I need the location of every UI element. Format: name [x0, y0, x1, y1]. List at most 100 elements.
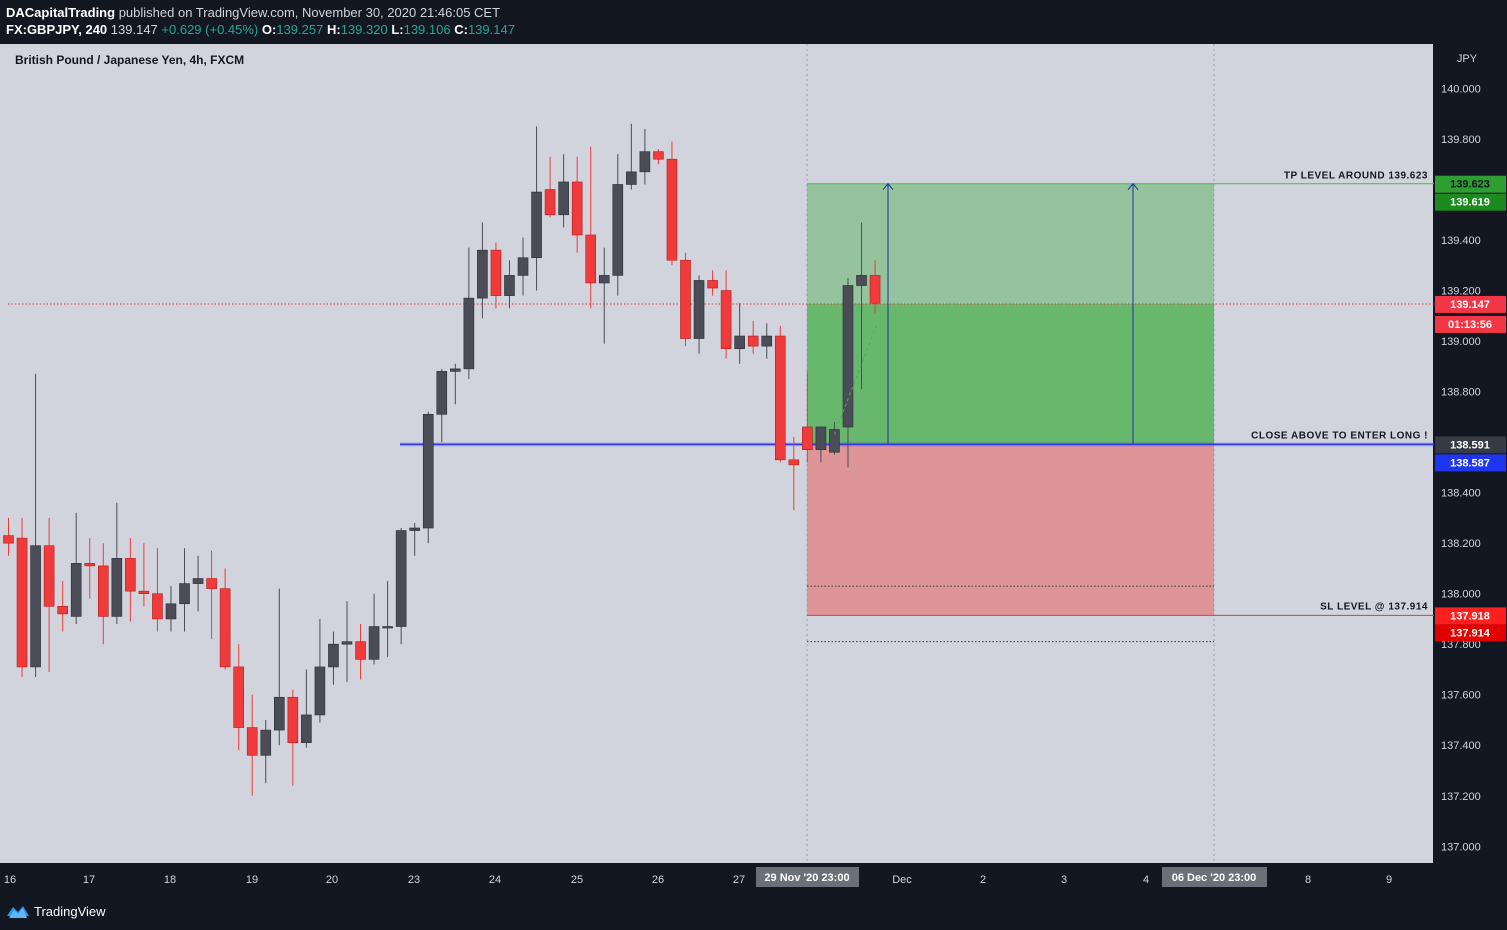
- candle: [246, 694, 258, 796]
- loss-zone: [807, 444, 1214, 616]
- x-tick-label: 17: [83, 874, 95, 886]
- entry-price-label-2: 138.587: [1450, 457, 1490, 469]
- x-tick-label: 9: [1386, 874, 1392, 886]
- tp-price-label-2: 139.619: [1450, 197, 1490, 209]
- range-start-date-bg: [756, 867, 859, 887]
- chart-title: British Pound / Japanese Yen, 4h, FXCM: [15, 53, 244, 67]
- profit-zone-upper: [807, 183, 1214, 304]
- publisher-name[interactable]: DACapitalTrading: [6, 5, 116, 20]
- candle: [490, 242, 502, 309]
- candle: [774, 325, 786, 463]
- candle-body: [70, 563, 82, 617]
- candle-body: [707, 280, 718, 289]
- candle: [571, 156, 583, 253]
- close-value: 139.147: [467, 22, 515, 37]
- candle-body: [693, 280, 705, 339]
- x-tick-label: 25: [571, 874, 583, 886]
- y-tick-label: 139.000: [1441, 336, 1481, 348]
- candle: [802, 371, 813, 463]
- candle-body: [165, 603, 177, 620]
- candle-body: [328, 643, 339, 668]
- candle: [97, 543, 109, 645]
- candle-body: [355, 641, 366, 660]
- candle: [3, 517, 14, 556]
- candle: [504, 260, 515, 309]
- candle-body: [30, 545, 41, 668]
- candle-body: [517, 257, 529, 276]
- y-tick-label: 137.600: [1441, 690, 1481, 702]
- x-tick-label: 4: [1143, 874, 1149, 886]
- candle-body: [382, 626, 393, 629]
- candle-body: [666, 158, 678, 261]
- y-tick-label: 137.000: [1441, 841, 1481, 853]
- candle-body: [720, 290, 732, 349]
- low-value: 139.106: [403, 22, 451, 37]
- candle: [680, 252, 691, 347]
- entry-price-label: 138.591: [1450, 439, 1490, 451]
- tp-arrow-2-head: [1127, 182, 1139, 191]
- candle: [382, 581, 393, 657]
- currency-label: JPY: [1457, 53, 1478, 65]
- x-tick-label: 18: [164, 874, 176, 886]
- tp-annotation: TP LEVEL AROUND 139.623: [1284, 171, 1428, 182]
- y-tick-label: 139.800: [1441, 134, 1481, 146]
- candle: [409, 522, 421, 556]
- tradingview-brand[interactable]: TradingView: [34, 904, 106, 919]
- candle: [558, 154, 569, 228]
- candle-body: [409, 527, 421, 531]
- range-end-date: 06 Dec '20 23:00: [1172, 872, 1257, 884]
- candle: [585, 146, 597, 309]
- range-start-date: 29 Nov '20 23:00: [764, 872, 849, 884]
- candle: [206, 550, 217, 640]
- x-tick-label: 20: [326, 874, 338, 886]
- candle: [152, 548, 163, 632]
- candle: [639, 128, 651, 185]
- candle: [192, 555, 204, 612]
- current-price-label: 139.147: [1450, 299, 1490, 311]
- candle: [436, 368, 448, 443]
- candle: [544, 156, 556, 218]
- candle-body: [138, 590, 150, 594]
- current-price-label-bg: [1435, 295, 1506, 313]
- candle-body: [829, 429, 840, 453]
- candle-body: [477, 249, 488, 299]
- candle-body: [301, 714, 312, 744]
- candle: [395, 528, 407, 645]
- candle-body: [463, 297, 475, 370]
- candle: [869, 260, 881, 314]
- chart-footer: TradingView: [0, 893, 1507, 930]
- symbol-label[interactable]: FX:GBPJPY, 240: [6, 22, 108, 37]
- plot-area: [0, 44, 1433, 863]
- candle: [842, 277, 854, 468]
- candle: [612, 154, 624, 296]
- x-tick-label: Dec: [892, 874, 912, 886]
- tradingview-logo-icon: [7, 906, 29, 918]
- candle-body: [598, 275, 610, 284]
- candle-body: [802, 426, 813, 450]
- candle: [829, 421, 840, 455]
- y-tick-label: 137.800: [1441, 639, 1481, 651]
- candle-body: [246, 727, 258, 756]
- candle: [463, 247, 475, 379]
- price-chart[interactable]: TP LEVEL AROUND 139.623 CLOSE ABOVE TO EN…: [0, 44, 1507, 893]
- x-tick-label: 27: [733, 874, 745, 886]
- x-tick-label: 26: [652, 874, 664, 886]
- candle-body: [179, 583, 190, 605]
- candle: [815, 426, 827, 463]
- candle: [301, 669, 312, 748]
- candle: [30, 373, 41, 678]
- x-tick-label: 3: [1061, 874, 1067, 886]
- candle: [707, 270, 718, 296]
- candle: [734, 303, 745, 364]
- candle-body: [815, 426, 827, 450]
- candle-body: [450, 368, 461, 372]
- candle-body: [504, 275, 515, 296]
- sl-price-label-bg: [1435, 607, 1506, 625]
- countdown-label: 01:13:56: [1448, 319, 1492, 331]
- candle: [179, 548, 190, 632]
- candle: [693, 275, 705, 354]
- y-tick-label: 137.400: [1441, 740, 1481, 752]
- candle-body: [734, 335, 745, 349]
- candle-body: [233, 666, 244, 728]
- tp-arrow-1-head: [882, 182, 894, 191]
